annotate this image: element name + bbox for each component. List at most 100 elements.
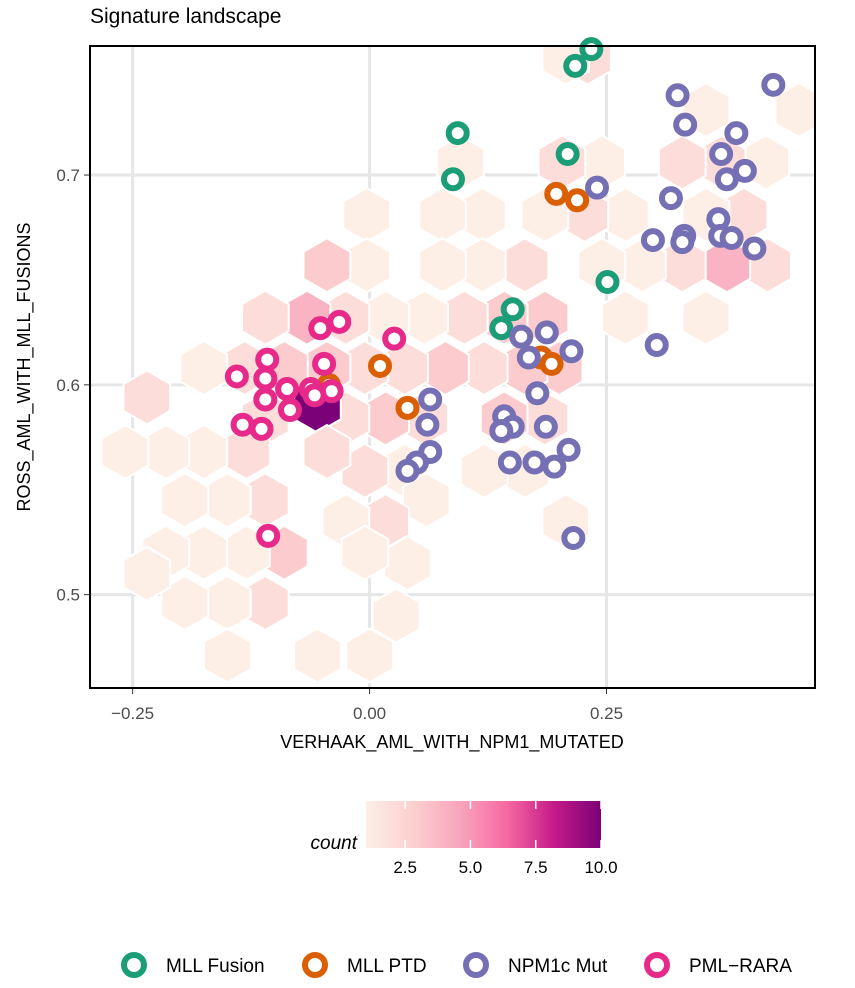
colorbar: count 2.5 5.0 7.5 10.0 — [311, 801, 618, 877]
data-point — [275, 377, 300, 402]
chart-title: Signature landscape — [90, 5, 281, 28]
hexbin-cell — [100, 423, 150, 481]
data-point — [395, 395, 420, 420]
data-point — [561, 525, 586, 550]
hexbin-cell — [601, 186, 650, 244]
hexbin-cell — [500, 237, 550, 294]
hexbin-cell — [179, 339, 229, 397]
x-axis-title: VERHAAK_AML_WITH_NPM1_MUTATED — [280, 732, 623, 753]
hexbin-cell — [122, 369, 172, 426]
hexbin-cell — [418, 237, 467, 294]
legend-key — [644, 952, 670, 978]
data-point — [761, 72, 786, 97]
x-tick-label: 0.25 — [590, 704, 623, 723]
hexbin-cell — [122, 545, 172, 602]
data-point — [724, 121, 749, 146]
data-point — [253, 366, 278, 391]
hexbin-cell — [601, 289, 650, 346]
data-point — [308, 316, 333, 341]
data-point — [255, 347, 280, 372]
data-point — [579, 37, 604, 62]
data-point — [440, 167, 465, 192]
data-point — [640, 228, 665, 253]
legend-label: NPM1c Mut — [508, 956, 608, 977]
hexbin-cell — [774, 81, 815, 139]
data-point — [709, 142, 734, 167]
colorbar-ticks: 2.5 5.0 7.5 10.0 — [393, 801, 618, 877]
data-point — [382, 326, 407, 351]
legend: MLL Fusion MLL PTD NPM1c Mut PML−RARA — [121, 952, 792, 978]
data-point — [534, 320, 559, 345]
data-point — [658, 186, 683, 211]
legend-label: MLL Fusion — [166, 956, 265, 977]
legend-key — [121, 952, 147, 978]
data-point — [253, 387, 278, 412]
hexbin-cell — [203, 574, 252, 632]
panel-border — [89, 45, 816, 689]
hexbin-cell — [340, 442, 390, 500]
colorbar-title: count — [311, 833, 358, 854]
data-point — [544, 181, 569, 206]
data-point — [489, 316, 514, 341]
data-point — [224, 364, 249, 389]
hexbin-cell — [657, 134, 707, 191]
data-point — [249, 416, 274, 441]
y-axis-ticks: 0.5 0.6 0.7 — [56, 166, 89, 605]
hexbin-layer — [100, 46, 815, 684]
y-tick-label: 0.5 — [56, 586, 80, 605]
hexbin-cell — [345, 627, 394, 684]
data-point — [489, 418, 514, 443]
data-point — [595, 270, 620, 295]
hexbin-cell — [203, 472, 252, 529]
data-point — [277, 398, 302, 423]
hexbin-cell — [340, 524, 390, 581]
data-point — [742, 236, 767, 261]
data-point — [732, 158, 757, 183]
data-point — [525, 381, 550, 406]
legend-key — [302, 952, 328, 978]
hexbin-cell — [459, 442, 509, 500]
data-point — [556, 437, 581, 462]
data-point — [559, 339, 584, 364]
legend-key — [463, 952, 489, 978]
data-point — [312, 351, 337, 376]
data-point — [522, 450, 547, 475]
hexbin-cell — [293, 627, 342, 684]
data-point — [585, 175, 610, 200]
hexbin-cell — [141, 423, 191, 481]
data-point — [719, 225, 744, 250]
data-point — [368, 353, 392, 378]
hexbin-cell — [421, 339, 470, 397]
data-point — [665, 83, 690, 108]
hexbin-cell — [203, 627, 252, 684]
data-point — [230, 412, 255, 437]
data-point — [395, 458, 420, 483]
colorbar-ramp — [366, 801, 601, 848]
data-point — [509, 324, 534, 349]
hexbin-cell — [342, 186, 392, 244]
data-point — [500, 297, 525, 322]
x-axis-ticks: −0.25 0.00 0.25 — [111, 689, 623, 723]
data-point — [670, 230, 695, 255]
hexbin-cell — [240, 289, 290, 346]
data-point — [516, 345, 541, 370]
legend-label: PML−RARA — [689, 956, 792, 977]
colorbar-tick-label: 10.0 — [584, 858, 617, 877]
data-point — [533, 414, 558, 439]
colorbar-tick-label: 7.5 — [524, 858, 548, 877]
data-point — [644, 332, 669, 357]
data-point — [555, 142, 580, 167]
data-point — [445, 121, 470, 146]
legend-label: MLL PTD — [347, 956, 427, 977]
hexbin-cell — [371, 587, 421, 644]
data-point — [565, 188, 590, 213]
data-point — [256, 523, 281, 548]
hexbin-cell — [418, 186, 467, 244]
y-tick-label: 0.6 — [56, 376, 80, 395]
points-layer — [224, 37, 786, 550]
hexbin-cell — [160, 574, 210, 632]
data-point — [539, 351, 564, 376]
hexbin-cell — [302, 423, 352, 481]
data-point — [327, 309, 352, 334]
